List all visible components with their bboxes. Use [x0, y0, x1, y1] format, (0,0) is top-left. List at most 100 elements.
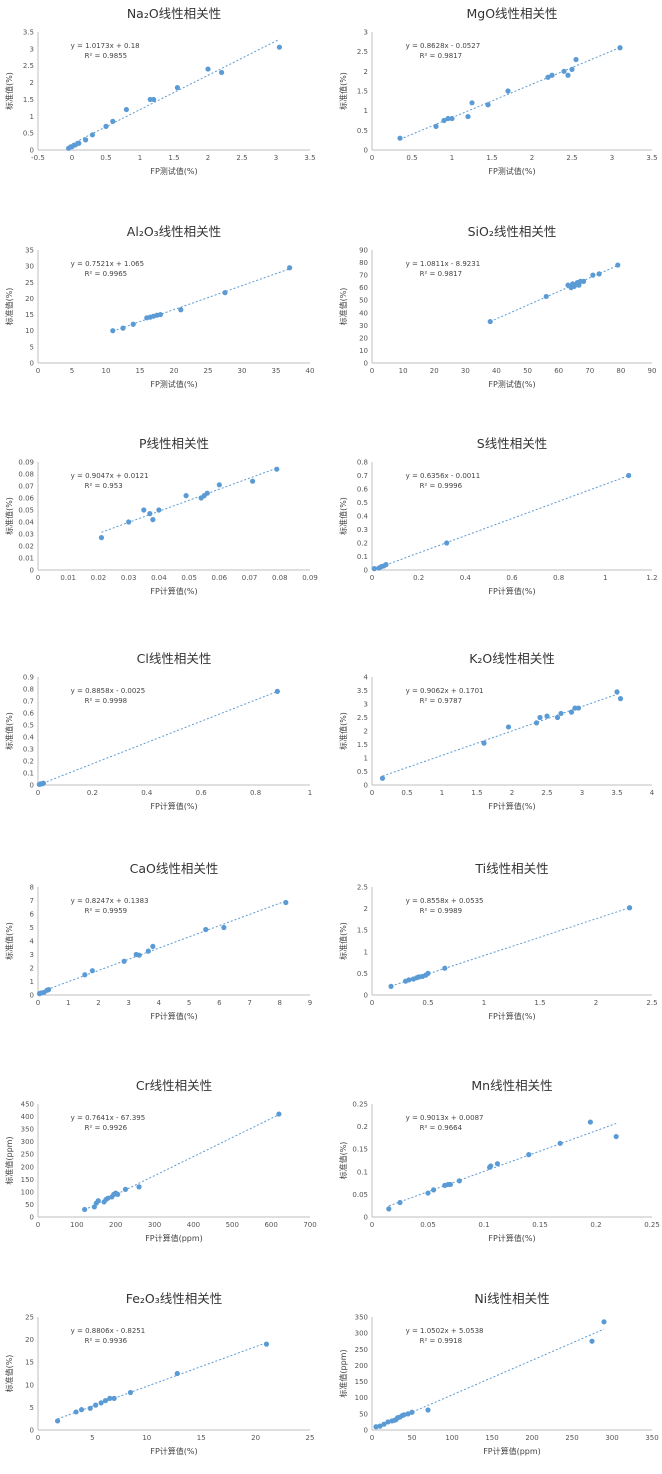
x-tick-label: 400 — [187, 1221, 200, 1229]
y-tick-label: 0 — [30, 147, 34, 155]
data-point — [449, 115, 455, 122]
chart-title: Ni线性相关性 — [474, 1291, 549, 1306]
x-tick-label: 0 — [370, 154, 374, 162]
y-tick-label: 20 — [25, 295, 34, 303]
y-tick-label: 150 — [21, 1176, 34, 1184]
x-tick-label: 5 — [187, 999, 191, 1007]
x-tick-label: 20 — [170, 367, 179, 375]
x-tick-label: 0.05 — [420, 1221, 436, 1229]
y-tick-label: 0.3 — [357, 526, 368, 534]
x-tick-label: 3 — [274, 154, 278, 162]
y-axis-label: 标准值(%) — [338, 72, 348, 110]
y-tick-label: 1.5 — [23, 96, 34, 104]
y-tick-label: 300 — [21, 1138, 34, 1146]
x-tick-label: 80 — [616, 367, 625, 375]
y-tick-label: 30 — [359, 322, 368, 330]
chart-title: Fe₂O₃线性相关性 — [126, 1291, 223, 1306]
r-squared: R² = 0.9996 — [420, 482, 463, 490]
y-tick-label: 2.5 — [357, 48, 368, 56]
data-point — [465, 113, 471, 120]
x-tick-label: 25 — [204, 367, 213, 375]
y-tick-label: 3 — [30, 951, 34, 959]
data-point — [204, 490, 210, 496]
y-tick-label: 0 — [30, 782, 34, 790]
y-tick-label: 50 — [25, 1201, 34, 1209]
x-tick-label: 0.03 — [121, 574, 137, 582]
x-tick-label: 10 — [102, 367, 111, 375]
x-tick-label: 600 — [264, 1221, 277, 1229]
data-point — [580, 278, 587, 284]
trend-equation: y = 0.8247x + 0.1383 — [71, 897, 149, 905]
y-tick-label: 25 — [25, 1314, 34, 1322]
data-point — [549, 72, 555, 78]
y-tick-label: 0.1 — [23, 770, 34, 778]
data-point — [409, 1409, 415, 1415]
data-point — [617, 696, 624, 702]
data-point — [287, 265, 293, 271]
data-point — [575, 705, 582, 711]
x-tick-label: 2 — [206, 154, 210, 162]
y-tick-label: 0.5 — [23, 130, 34, 138]
x-tick-label: 0.01 — [60, 574, 76, 582]
data-point — [565, 72, 571, 78]
data-point — [373, 1424, 379, 1430]
y-tick-label: 0.1 — [357, 1168, 368, 1176]
r-squared: R² = 0.9918 — [420, 1337, 462, 1345]
x-tick-label: 60 — [554, 367, 563, 375]
x-tick-label: 0 — [370, 367, 374, 375]
chart-title: Na₂O线性相关性 — [127, 6, 221, 21]
x-tick-label: 0 — [370, 574, 374, 582]
y-axis-label: 标准值(ppm) — [338, 1349, 348, 1397]
data-point — [89, 132, 95, 138]
data-point — [537, 714, 543, 721]
data-point — [115, 1191, 121, 1197]
data-point — [433, 123, 439, 129]
x-tick-label: 20 — [251, 1434, 260, 1442]
y-tick-label: 0.07 — [18, 483, 34, 491]
data-point — [388, 983, 394, 989]
y-tick-label: 2 — [30, 965, 34, 973]
data-point — [111, 1395, 117, 1401]
x-axis-label: FP计算值(%) — [488, 586, 535, 596]
data-point — [469, 100, 475, 106]
trend-equation: y = 0.9013x + 0.0087 — [406, 1114, 484, 1122]
trendline — [399, 47, 621, 140]
y-tick-label: 0.2 — [23, 758, 34, 766]
y-tick-label: 10 — [359, 347, 368, 355]
data-point — [120, 325, 126, 331]
x-tick-label: 2.5 — [236, 154, 247, 162]
x-axis-label: FP测试值(%) — [150, 166, 197, 176]
y-tick-label: 0 — [364, 567, 368, 575]
y-tick-label: 450 — [21, 1101, 34, 1109]
data-point — [442, 965, 448, 971]
data-point — [136, 1184, 142, 1190]
data-point — [205, 66, 211, 72]
y-tick-label: 1 — [30, 113, 34, 121]
trend-equation: y = 1.0811x - 8.9231 — [406, 260, 481, 268]
y-tick-label: 0.5 — [23, 722, 34, 730]
y-tick-label: 15 — [25, 1359, 34, 1367]
data-point — [381, 1421, 387, 1427]
data-point — [485, 102, 491, 108]
y-axis-label: 标准值(%) — [338, 922, 348, 960]
chart-panel-1: MgO线性相关性 0 0.5 1 1.5 2 2.5 3 3.5 0 0.5 1 1.5 2 2.5 3 FP测… — [336, 0, 662, 190]
data-point — [203, 926, 209, 933]
y-tick-label: 3 — [364, 701, 368, 709]
x-axis-label: FP测试值(%) — [488, 166, 535, 176]
x-tick-label: 100 — [445, 1434, 458, 1442]
x-tick-label: 3 — [126, 999, 130, 1007]
data-point — [425, 970, 431, 976]
data-point — [383, 562, 389, 568]
y-tick-label: 0 — [364, 1427, 368, 1435]
data-point — [216, 482, 222, 488]
chart-panel-6: Cl线性相关性 0 0.2 0.4 0.6 0.8 1 0 0.1 0.2 0.3 0.4 0.5 0.6… — [2, 645, 320, 825]
scatter-chart: Fe₂O₃线性相关性 0 5 10 15 20 25 0 5 10 15 20 25 FP计算值(%) 标准… — [4, 1291, 314, 1456]
data-point — [141, 507, 147, 513]
x-tick-label: 1 — [308, 789, 312, 797]
scatter-chart: Al₂O₃线性相关性 0 5 10 15 20 25 30 35 40 0 5 10 15 20 25 30 35… — [4, 224, 314, 389]
y-tick-label: 0.1 — [357, 553, 368, 561]
y-tick-label: 0.3 — [23, 746, 34, 754]
chart-title: MgO线性相关性 — [466, 6, 557, 21]
y-tick-label: 35 — [25, 247, 34, 255]
x-tick-label: 3.5 — [611, 789, 622, 797]
